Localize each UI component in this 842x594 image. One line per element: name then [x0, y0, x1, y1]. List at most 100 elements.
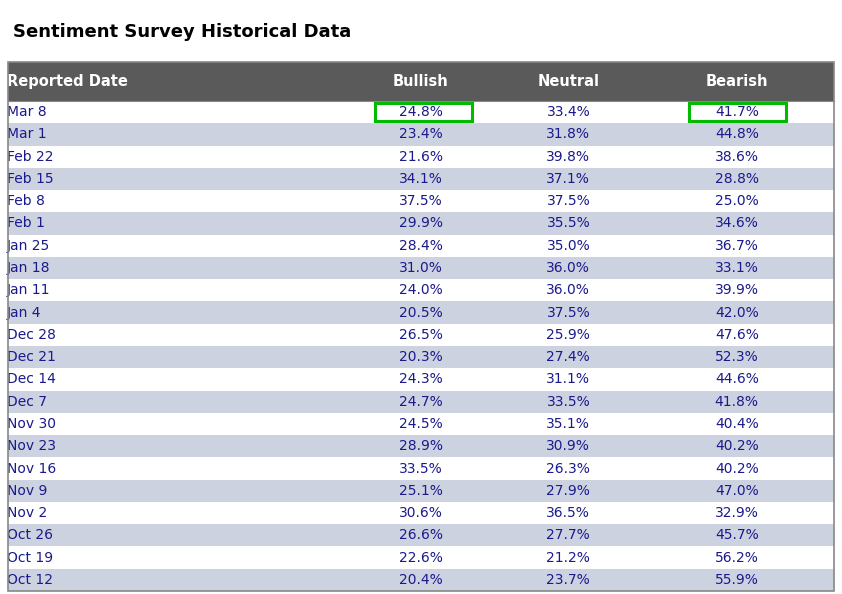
- Text: 36.7%: 36.7%: [715, 239, 759, 253]
- Text: 35.1%: 35.1%: [546, 417, 590, 431]
- Bar: [8, 146, 834, 168]
- Text: 35.0%: 35.0%: [546, 239, 590, 253]
- Bar: [8, 435, 834, 457]
- Text: Oct 19: Oct 19: [7, 551, 53, 565]
- Text: Jan 4: Jan 4: [7, 305, 41, 320]
- Text: 27.7%: 27.7%: [546, 528, 590, 542]
- Text: 37.5%: 37.5%: [546, 194, 590, 208]
- Text: 40.2%: 40.2%: [715, 462, 759, 476]
- Text: Jan 18: Jan 18: [7, 261, 51, 275]
- Text: 41.8%: 41.8%: [715, 394, 759, 409]
- Text: 55.9%: 55.9%: [715, 573, 759, 587]
- Text: 24.3%: 24.3%: [399, 372, 443, 387]
- Text: Dec 14: Dec 14: [7, 372, 56, 387]
- Text: 30.6%: 30.6%: [399, 506, 443, 520]
- Text: 25.1%: 25.1%: [399, 484, 443, 498]
- Text: Nov 2: Nov 2: [7, 506, 47, 520]
- Bar: [8, 212, 834, 235]
- Text: 21.6%: 21.6%: [399, 150, 443, 164]
- Text: 37.1%: 37.1%: [546, 172, 590, 186]
- Text: 25.0%: 25.0%: [715, 194, 759, 208]
- Text: 27.4%: 27.4%: [546, 350, 590, 364]
- Text: Dec 21: Dec 21: [7, 350, 56, 364]
- Text: Bearish: Bearish: [706, 74, 768, 89]
- Bar: [8, 569, 834, 591]
- Text: Nov 16: Nov 16: [7, 462, 56, 476]
- Text: 44.6%: 44.6%: [715, 372, 759, 387]
- Bar: [8, 413, 834, 435]
- Text: 31.8%: 31.8%: [546, 127, 590, 141]
- Text: Feb 22: Feb 22: [7, 150, 53, 164]
- Text: 22.6%: 22.6%: [399, 551, 443, 565]
- Text: 47.0%: 47.0%: [715, 484, 759, 498]
- Text: 40.2%: 40.2%: [715, 439, 759, 453]
- Bar: [8, 546, 834, 569]
- Text: 28.8%: 28.8%: [715, 172, 759, 186]
- Text: 23.7%: 23.7%: [546, 573, 590, 587]
- Text: Dec 28: Dec 28: [7, 328, 56, 342]
- Bar: [8, 368, 834, 391]
- Text: 45.7%: 45.7%: [715, 528, 759, 542]
- Text: 34.1%: 34.1%: [399, 172, 443, 186]
- Text: Dec 7: Dec 7: [7, 394, 47, 409]
- Bar: [8, 502, 834, 524]
- Text: 25.9%: 25.9%: [546, 328, 590, 342]
- Text: 47.6%: 47.6%: [715, 328, 759, 342]
- Text: 28.9%: 28.9%: [399, 439, 443, 453]
- Text: 32.9%: 32.9%: [715, 506, 759, 520]
- Bar: [8, 302, 834, 324]
- Text: 26.6%: 26.6%: [399, 528, 443, 542]
- Text: 20.3%: 20.3%: [399, 350, 443, 364]
- Bar: [8, 62, 834, 101]
- Text: 24.5%: 24.5%: [399, 417, 443, 431]
- Text: 39.8%: 39.8%: [546, 150, 590, 164]
- Text: 35.5%: 35.5%: [546, 216, 590, 230]
- Text: 31.1%: 31.1%: [546, 372, 590, 387]
- Text: 26.3%: 26.3%: [546, 462, 590, 476]
- Text: 34.6%: 34.6%: [715, 216, 759, 230]
- Bar: [689, 103, 786, 122]
- Bar: [8, 168, 834, 190]
- Text: 33.5%: 33.5%: [399, 462, 443, 476]
- Text: Reported Date: Reported Date: [7, 74, 128, 89]
- Text: 38.6%: 38.6%: [715, 150, 759, 164]
- Text: 41.7%: 41.7%: [715, 105, 759, 119]
- Text: 28.4%: 28.4%: [399, 239, 443, 253]
- Text: 44.8%: 44.8%: [715, 127, 759, 141]
- Bar: [375, 103, 472, 122]
- Text: Jan 11: Jan 11: [7, 283, 51, 298]
- Bar: [8, 525, 834, 546]
- Bar: [8, 257, 834, 279]
- Text: 29.9%: 29.9%: [399, 216, 443, 230]
- Text: Nov 30: Nov 30: [7, 417, 56, 431]
- Text: Nov 9: Nov 9: [7, 484, 47, 498]
- Text: 42.0%: 42.0%: [715, 305, 759, 320]
- Bar: [8, 62, 834, 591]
- Text: Feb 15: Feb 15: [7, 172, 53, 186]
- Text: 36.5%: 36.5%: [546, 506, 590, 520]
- Text: Nov 23: Nov 23: [7, 439, 56, 453]
- Text: 36.0%: 36.0%: [546, 283, 590, 298]
- Bar: [8, 346, 834, 368]
- Bar: [8, 279, 834, 302]
- Text: 30.9%: 30.9%: [546, 439, 590, 453]
- Text: 37.5%: 37.5%: [546, 305, 590, 320]
- Text: 24.8%: 24.8%: [399, 105, 443, 119]
- Bar: [8, 190, 834, 212]
- Bar: [8, 480, 834, 502]
- Text: 20.4%: 20.4%: [399, 573, 443, 587]
- Text: 40.4%: 40.4%: [715, 417, 759, 431]
- Bar: [8, 235, 834, 257]
- Text: Oct 12: Oct 12: [7, 573, 53, 587]
- Text: Feb 1: Feb 1: [7, 216, 45, 230]
- Bar: [8, 324, 834, 346]
- Text: Mar 1: Mar 1: [7, 127, 46, 141]
- Text: Mar 8: Mar 8: [7, 105, 46, 119]
- Text: 56.2%: 56.2%: [715, 551, 759, 565]
- Text: 33.1%: 33.1%: [715, 261, 759, 275]
- Bar: [8, 123, 834, 146]
- Text: 23.4%: 23.4%: [399, 127, 443, 141]
- Text: Bullish: Bullish: [393, 74, 449, 89]
- Text: 27.9%: 27.9%: [546, 484, 590, 498]
- Text: Oct 26: Oct 26: [7, 528, 53, 542]
